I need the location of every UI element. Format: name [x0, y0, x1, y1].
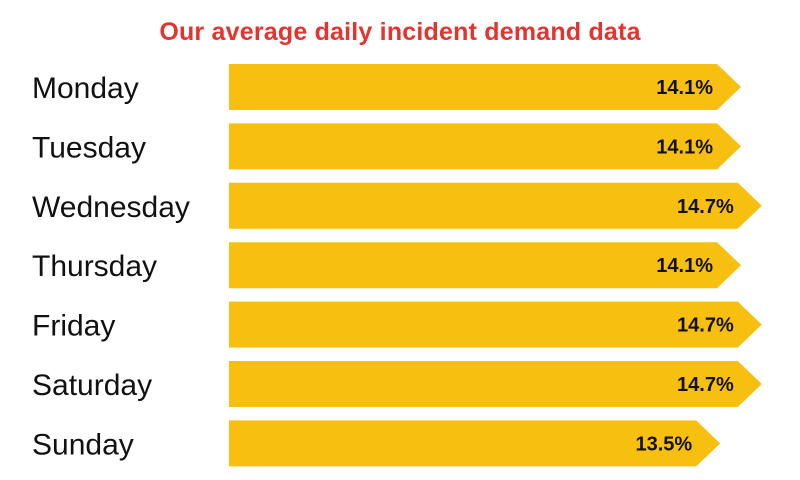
day-label: Sunday: [32, 428, 134, 461]
value-label: 14.1%: [656, 255, 713, 277]
day-label: Saturday: [32, 369, 152, 402]
bar: [229, 182, 762, 229]
value-label: 14.7%: [677, 315, 734, 337]
value-label: 14.1%: [656, 77, 713, 99]
day-label: Tuesday: [32, 131, 146, 164]
bar-rows: Monday 14.1% Tuesday 14.1% Wednesday 14.7% Thu…: [32, 64, 762, 467]
day-label: Friday: [32, 310, 115, 343]
value-label: 13.5%: [636, 433, 693, 455]
value-label: 14.7%: [677, 374, 734, 396]
day-label: Thursday: [32, 250, 157, 283]
value-label: 14.1%: [656, 136, 713, 158]
chart-title: Our average daily incident demand data: [159, 18, 641, 46]
bar: [229, 361, 762, 407]
value-label: 14.7%: [677, 196, 734, 218]
bar: [229, 420, 721, 467]
day-label: Monday: [32, 72, 139, 105]
bar: [229, 301, 762, 348]
bar: [229, 123, 741, 170]
bar: [229, 64, 741, 110]
day-label: Wednesday: [32, 191, 190, 224]
bar: [229, 242, 741, 289]
